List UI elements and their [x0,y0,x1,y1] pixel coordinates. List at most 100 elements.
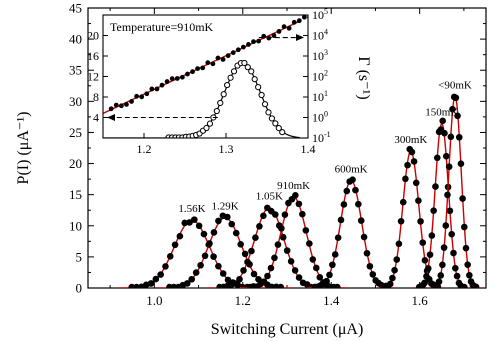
distribution-point [275,125,282,132]
data-point [430,207,437,214]
rate-point [108,106,114,112]
data-point [241,250,249,258]
data-point [357,217,365,224]
rate-point [256,38,262,44]
data-point [210,229,218,236]
data-point [454,112,461,120]
distribution-point [255,83,262,91]
y-tick-label: 20 [69,156,82,171]
data-point [426,251,434,258]
x-tick-label: 1.6 [412,293,429,308]
rate-point [210,61,216,67]
rate-point [240,44,246,50]
right-arrowhead [296,34,304,42]
data-point [423,272,430,280]
y-axis-title: P(I) (μA⁻¹) [15,112,32,185]
data-point [237,241,244,248]
distribution-point [241,59,248,67]
rate-point [230,50,236,56]
data-point [391,266,398,274]
data-point [166,253,174,260]
inset-right-tick-label: 101 [312,89,328,104]
data-point [421,279,428,287]
data-point [215,262,222,270]
data-point [279,233,287,241]
data-point [419,239,427,246]
data-point [248,247,255,255]
data-point [397,217,405,225]
data-point [240,267,247,274]
rate-point [225,53,231,59]
data-point [295,200,303,208]
data-point [316,274,324,281]
rate-point [251,39,256,45]
data-point [437,272,445,279]
distribution-point [272,120,279,127]
fit-line [306,179,396,288]
data-point [395,240,403,248]
data-point [452,94,460,102]
y-tick-label: 40 [69,32,82,47]
main-ticks: 0 5 10 15 20 25 30 35 40 45 1.0 1.2 1.4 1.6 [69,1,486,308]
data-point [432,183,439,190]
rate-point [144,91,150,97]
data-point [157,271,164,278]
data-point [267,264,275,272]
distribution-point [227,74,234,81]
data-point [183,280,191,287]
data-point [171,241,179,249]
data-point [232,280,239,287]
distribution-point [268,115,276,122]
inset-x-tick-label: 1.4 [301,142,316,156]
rate-point [200,65,206,71]
data-point [228,220,236,228]
data-point [260,278,268,285]
data-point [192,269,200,276]
data-point [459,195,466,202]
data-point [408,148,416,156]
data-point [326,271,333,279]
rate-point [154,86,160,92]
data-point [200,230,208,238]
data-point [441,129,448,137]
peak-label-1.56K: 1.56K [178,203,205,215]
data-point [412,179,420,187]
data-point [152,275,160,283]
x-tick-label: 1.4 [323,293,340,308]
rate-point [271,33,277,38]
distribution-point [213,107,220,115]
peak-label-<90mK: <90mK [438,79,472,91]
data-point [464,261,471,268]
data-point [299,210,306,218]
rate-point [134,93,140,99]
main-marks [117,93,482,288]
data-point [453,272,461,280]
data-point [191,216,198,223]
data-point [466,271,473,279]
data-point [302,227,310,234]
data-point [457,160,465,168]
distribution-point [220,91,227,98]
distribution-point [251,76,258,83]
rate-point [113,102,119,108]
data-point [450,249,457,257]
data-point [462,244,470,252]
x-tick-label: 1.2 [235,293,251,308]
data-point [176,232,184,240]
inset-right-tick-label: 104 [312,28,328,43]
inset-right-axis-title: Γ (s⁻¹) [355,56,372,99]
data-point [442,222,450,229]
fit-line [429,95,482,288]
inset-left-tick-label: 12 [87,70,99,84]
data-point [329,261,336,269]
rate-point [159,82,165,88]
data-point [210,253,217,260]
data-point [271,211,279,218]
x-tick-label: 1.0 [146,293,162,308]
data-point [278,225,285,232]
fit-line [156,216,294,288]
rate-point [190,69,195,75]
rate-point [185,71,190,77]
